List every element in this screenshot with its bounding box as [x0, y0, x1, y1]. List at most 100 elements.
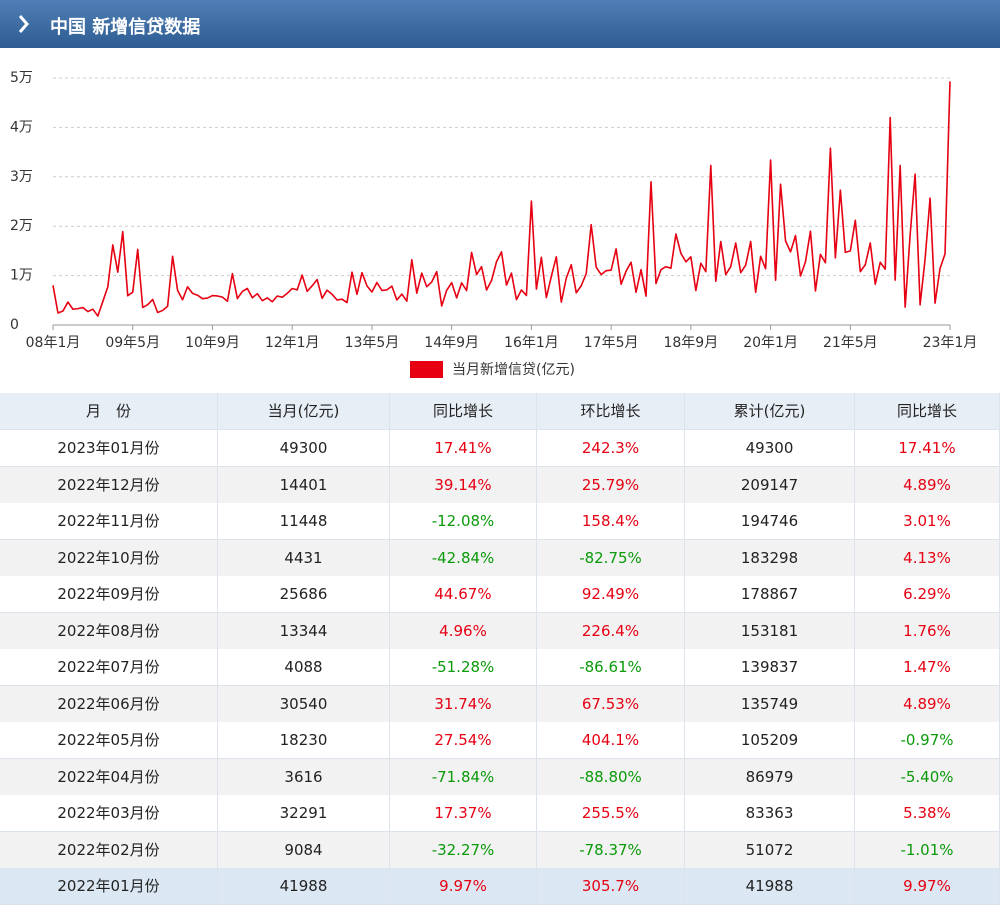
table-cell: 2022年05月份: [0, 722, 218, 758]
table-row: 2022年01月份 41988 9.97% 305.7% 41988 9.97%: [0, 868, 1000, 905]
table-cell: -82.75%: [537, 539, 685, 576]
table-cell: 2022年04月份: [0, 758, 218, 795]
table-cell: 17.41%: [390, 430, 537, 466]
legend-label: 当月新增信贷(亿元): [452, 362, 575, 378]
table-cell: 32291: [218, 795, 390, 831]
table-cell: 135749: [685, 685, 855, 722]
table-cell: -88.80%: [537, 758, 685, 795]
table-cell: 6.29%: [855, 576, 1000, 612]
table-cell: -5.40%: [855, 758, 1000, 795]
table-cell: 41988: [218, 868, 390, 904]
table-cell: -71.84%: [390, 758, 537, 795]
table-cell: -1.01%: [855, 831, 1000, 868]
table-cell: 2022年09月份: [0, 576, 218, 612]
table-cell: 2022年02月份: [0, 831, 218, 868]
y-tick-label: 2万: [10, 218, 33, 234]
chart: 0 1万 2万 3万 4万 5万 08年1月 09年5月 10年9月 12年1月 13年5月 14年9…: [10, 70, 978, 378]
table-cell: 139837: [685, 649, 855, 685]
table-header-row: 月 份当月(亿元) 同比增长 环比增长 累计(亿元) 同比增长: [0, 393, 1000, 430]
table-cell: 30540: [218, 685, 390, 722]
x-tick-label: 10年9月: [185, 335, 240, 351]
table-cell: 14401: [218, 466, 390, 503]
table-row: 2022年08月份 13344 4.96% 226.4% 153181 1.76%: [0, 612, 1000, 650]
table-cell: 41988: [685, 868, 855, 904]
table-cell: 4.89%: [855, 466, 1000, 503]
table-cell: 242.3%: [537, 430, 685, 466]
y-tick-label: 4万: [10, 119, 33, 135]
table-cell: 2022年12月份: [0, 466, 218, 503]
table-cell: 404.1%: [537, 722, 685, 758]
table-cell: -78.37%: [537, 831, 685, 868]
table-row: 2022年07月份 4088 -51.28% -86.61% 139837 1.47%: [0, 649, 1000, 686]
table-cell: 17.41%: [855, 430, 1000, 466]
table-cell: 86979: [685, 758, 855, 795]
table-row: 2022年06月份 30540 31.74% 67.53% 135749 4.89%: [0, 685, 1000, 723]
header-cell: 当月(亿元): [218, 393, 390, 429]
table-cell: 9.97%: [390, 868, 537, 904]
table-cell: 4088: [218, 649, 390, 685]
header-title: 中国 新增信贷数据: [50, 17, 201, 38]
header-bar: 中国 新增信贷数据: [0, 0, 1000, 48]
table-cell: 194746: [685, 503, 855, 539]
table-cell: 39.14%: [390, 466, 537, 503]
table-cell: -32.27%: [390, 831, 537, 868]
table-row: 2022年11月份 11448 -12.08% 158.4% 194746 3.01%: [0, 503, 1000, 540]
table-cell: 4.89%: [855, 685, 1000, 722]
table-cell: 51072: [685, 831, 855, 868]
header-cell: 累计(亿元): [685, 393, 855, 429]
line-series: [52, 81, 951, 317]
table-cell: 158.4%: [537, 503, 685, 539]
table-row: 2022年05月份 18230 27.54% 404.1% 105209 -0.97%: [0, 722, 1000, 759]
table-cell: 2022年08月份: [0, 612, 218, 649]
table-cell: 255.5%: [537, 795, 685, 831]
chevron-icon: [18, 15, 29, 33]
y-tick-label: 1万: [10, 268, 33, 284]
table-cell: 4.13%: [855, 539, 1000, 576]
table-cell: 153181: [685, 612, 855, 649]
table-cell: 31.74%: [390, 685, 537, 722]
x-tick-label: 17年5月: [584, 335, 639, 351]
x-tick-label: 09年5月: [105, 335, 160, 351]
y-tick-label: 0: [10, 317, 19, 333]
y-tick-label: 3万: [10, 169, 33, 185]
table-cell: 13344: [218, 612, 390, 649]
table-cell: 5.38%: [855, 795, 1000, 831]
legend-swatch: [410, 361, 443, 378]
table-row: 2022年03月份 32291 17.37% 255.5% 83363 5.38%: [0, 795, 1000, 832]
x-tick-label: 08年1月: [26, 335, 81, 351]
table-cell: 2022年11月份: [0, 503, 218, 539]
x-tick-label: 20年1月: [743, 335, 798, 351]
x-tick-label: 13年5月: [345, 335, 400, 351]
header-cell: 月 份: [0, 393, 218, 429]
table-cell: 11448: [218, 503, 390, 539]
table-cell: 226.4%: [537, 612, 685, 649]
table-cell: 3.01%: [855, 503, 1000, 539]
table-cell: 4.96%: [390, 612, 537, 649]
table-cell: -0.97%: [855, 722, 1000, 758]
x-tick-label: 23年1月: [923, 335, 978, 351]
table-cell: 9.97%: [855, 868, 1000, 904]
x-tick-label: 14年9月: [424, 335, 479, 351]
table-cell: 2023年01月份: [0, 430, 218, 466]
x-tick-label: 18年9月: [663, 335, 718, 351]
table-cell: 178867: [685, 576, 855, 612]
table-cell: 2022年06月份: [0, 685, 218, 722]
table-cell: 2022年01月份: [0, 868, 218, 904]
table-cell: 27.54%: [390, 722, 537, 758]
table-cell: -42.84%: [390, 539, 537, 576]
x-tick-label: 12年1月: [265, 335, 320, 351]
table-row: 2022年09月份 25686 44.67% 92.49% 178867 6.29%: [0, 576, 1000, 613]
table-cell: 49300: [685, 430, 855, 466]
header-cell: 环比增长: [537, 393, 685, 429]
table-cell: 67.53%: [537, 685, 685, 722]
table-cell: 18230: [218, 722, 390, 758]
table-row: 2022年02月份 9084 -32.27% -78.37% 51072 -1.01%: [0, 831, 1000, 869]
header-cell: 同比增长: [390, 393, 537, 429]
table-cell: 2022年03月份: [0, 795, 218, 831]
table-cell: 105209: [685, 722, 855, 758]
table-cell: 83363: [685, 795, 855, 831]
table-cell: 2022年07月份: [0, 649, 218, 685]
table-cell: 209147: [685, 466, 855, 503]
table-cell: 305.7%: [537, 868, 685, 904]
